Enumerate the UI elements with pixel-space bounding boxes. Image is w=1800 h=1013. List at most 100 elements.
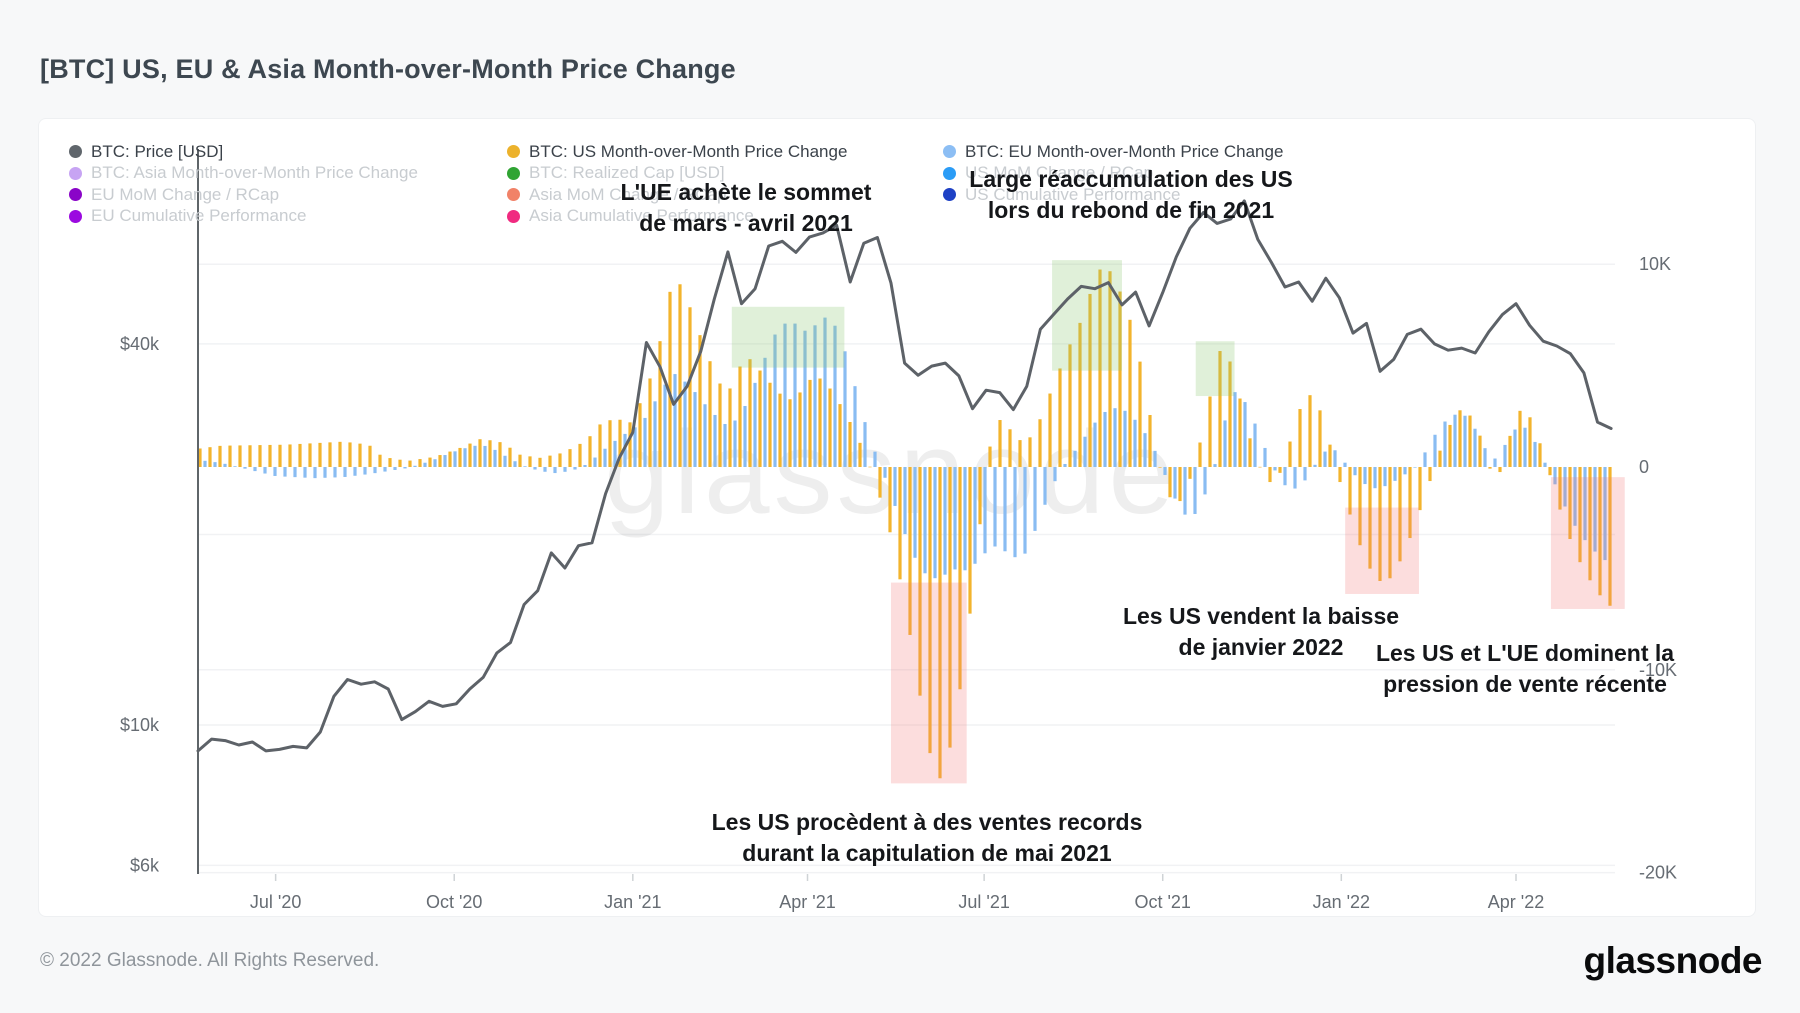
eu-mom-bar [1553, 467, 1557, 485]
x-tick-label: Jan '22 [1313, 892, 1370, 912]
eu-mom-bar [1453, 414, 1457, 467]
legend-item[interactable]: EU Cumulative Performance [69, 206, 418, 228]
eu-mom-bar [993, 467, 997, 547]
us-mom-bar [1268, 467, 1272, 483]
eu-mom-bar [803, 330, 807, 467]
eu-mom-bar [243, 467, 247, 469]
legend-item[interactable]: BTC: Realized Cap [USD] [507, 163, 847, 185]
eu-mom-bar [323, 467, 327, 478]
us-mom-bar [1028, 437, 1032, 467]
us-mom-bar [1108, 271, 1112, 467]
glassnode-logo: glassnode [1583, 940, 1763, 981]
us-mom-bar [1288, 441, 1292, 467]
x-tick-label: Jul '21 [958, 892, 1009, 912]
us-mom-bar [518, 454, 522, 467]
legend-item[interactable]: BTC: EU Month-over-Month Price Change [943, 141, 1283, 163]
us-mom-bar [978, 467, 982, 525]
legend-item[interactable]: US MoM Change / RCap [943, 163, 1283, 185]
eu-mom-bar [673, 374, 677, 467]
legend-dot-icon [507, 145, 520, 159]
us-mom-bar [498, 442, 502, 467]
eu-mom-bar [1223, 420, 1227, 467]
eu-mom-bar [1083, 436, 1087, 467]
legend-item[interactable]: Asia MoM Change / RCap [507, 184, 847, 206]
eu-mom-bar [1053, 467, 1057, 482]
us-mom-bar [348, 442, 352, 467]
us-mom-bar [418, 459, 422, 467]
us-mom-bar [1258, 466, 1262, 468]
us-mom-bar [908, 467, 912, 635]
highlight-box-pink [1345, 507, 1419, 594]
us-mom-bar [1128, 319, 1132, 467]
legend-item[interactable]: Asia Cumulative Performance [507, 206, 847, 228]
us-mom-bar [938, 467, 942, 779]
eu-mom-bar [303, 467, 307, 478]
legend-label: Asia MoM Change / RCap [529, 184, 727, 204]
eu-mom-bar [283, 467, 287, 477]
eu-mom-bar [1593, 467, 1597, 552]
eu-mom-bar [563, 467, 567, 472]
eu-mom-bar [603, 448, 607, 467]
eu-mom-bar [1463, 415, 1467, 467]
us-mom-bar [998, 420, 1002, 467]
eu-mom-bar [1473, 428, 1477, 467]
us-mom-bar [248, 445, 252, 467]
eu-mom-bar [1303, 467, 1307, 481]
legend-item[interactable]: BTC: US Month-over-Month Price Change [507, 141, 847, 163]
us-mom-bar [858, 442, 862, 467]
eu-mom-bar [783, 323, 787, 467]
annotation-us-record-sales-may-2021: Les US procèdent à des ventes records dur… [711, 809, 1143, 866]
legend-label: Asia Cumulative Performance [529, 206, 754, 226]
eu-mom-bar [1063, 463, 1067, 467]
eu-mom-bar [1193, 467, 1197, 514]
eu-mom-bar [493, 449, 497, 467]
eu-mom-bar [723, 423, 727, 467]
us-mom-bar [1278, 467, 1282, 473]
us-mom-bar [768, 382, 772, 467]
eu-mom-bar [1283, 467, 1287, 486]
us-mom-bar [1428, 467, 1432, 482]
eu-mom-bar [383, 467, 387, 472]
eu-mom-bar [1363, 467, 1367, 485]
us-mom-bar [948, 467, 952, 748]
us-mom-bar [1208, 396, 1212, 467]
us-mom-bar [748, 359, 752, 467]
us-mom-bar [338, 441, 342, 467]
legend-item[interactable]: BTC: Price [USD] [69, 141, 418, 163]
eu-mom-bar [733, 420, 737, 467]
eu-mom-bar [1433, 434, 1437, 467]
eu-mom-bar [1143, 433, 1147, 467]
eu-mom-bar [1343, 462, 1347, 467]
legend-item[interactable]: EU MoM Change / RCap [69, 184, 418, 206]
us-mom-bar [408, 460, 412, 467]
eu-mom-bar [1563, 467, 1567, 507]
us-mom-bar [1008, 429, 1012, 467]
legend-label: BTC: US Month-over-Month Price Change [529, 141, 848, 161]
us-mom-bar [1598, 467, 1602, 596]
eu-mom-bar [1513, 429, 1517, 467]
us-mom-bar [1338, 467, 1342, 483]
legend-item[interactable]: BTC: Asia Month-over-Month Price Change [69, 163, 418, 185]
eu-mom-bar [613, 440, 617, 467]
us-mom-bar [718, 383, 722, 467]
eu-mom-bar [1403, 467, 1407, 475]
eu-mom-bar [1113, 408, 1117, 467]
legend-item[interactable]: US Cumulative Performance [943, 184, 1283, 206]
us-mom-bar [528, 456, 532, 467]
legend-label: US Cumulative Performance [965, 184, 1181, 204]
us-mom-bar [488, 440, 492, 467]
us-mom-bar [1158, 467, 1162, 468]
eu-mom-bar [333, 467, 337, 478]
eu-mom-bar [373, 467, 377, 474]
us-mom-bar [1058, 368, 1062, 467]
eu-mom-bar [1093, 422, 1097, 467]
legend-dot-icon [507, 166, 520, 180]
eu-mom-bar [273, 467, 277, 476]
page-title: [BTC] US, EU & Asia Month-over-Month Pri… [40, 54, 736, 85]
eu-mom-bar [433, 459, 437, 467]
us-mom-bar [1608, 467, 1612, 606]
us-mom-bar [1038, 419, 1042, 467]
eu-mom-bar [663, 384, 667, 467]
eu-mom-bar [583, 465, 587, 467]
